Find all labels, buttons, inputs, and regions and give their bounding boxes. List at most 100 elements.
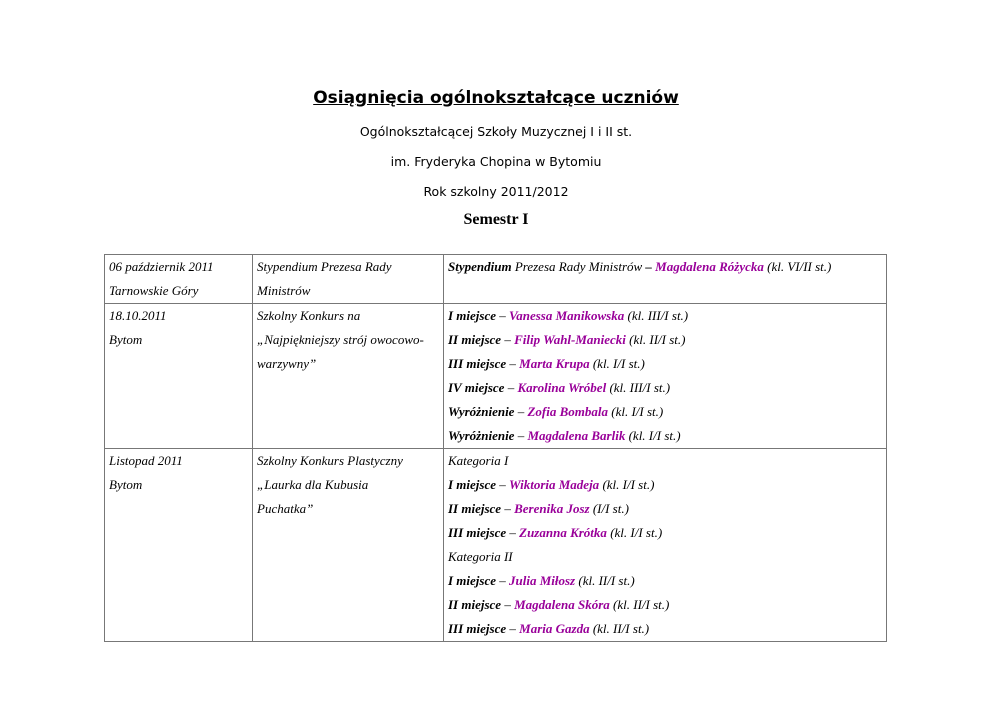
date-place-cell: Listopad 2011 Bytom — [104, 448, 253, 642]
result-text: – — [506, 525, 520, 540]
student-name: Zofia Bombala — [527, 404, 608, 419]
cell-line: Bytom — [109, 332, 143, 347]
result-text: (kl. I/I st.) — [608, 404, 664, 419]
result-text: (kl. II/I st.) — [589, 621, 650, 636]
cell-line: Listopad 2011 — [109, 453, 183, 468]
result-text: (kl. III/I st.) — [606, 380, 671, 395]
result-line: III miejsce – Maria Gazda (kl. II/I st.) — [448, 617, 882, 641]
result-text: Kategoria I — [448, 453, 509, 468]
place-label: Stypendium — [448, 259, 512, 274]
cell-line: Szkolny Konkurs Plastyczny — [257, 453, 403, 468]
result-text: – — [506, 621, 520, 636]
place-label: I miejsce — [448, 573, 497, 588]
result-text: (kl. II/I st.) — [625, 332, 686, 347]
cell-line: 18.10.2011 — [109, 308, 167, 323]
cell-line: Puchatka” — [257, 501, 314, 516]
place-label: III miejsce — [448, 525, 507, 540]
result-text: – — [514, 428, 528, 443]
result-text: (kl. I/I st.) — [599, 477, 655, 492]
student-name: Maria Gazda — [519, 621, 590, 636]
place-label: I miejsce — [448, 308, 497, 323]
student-name: Magdalena Różycka — [655, 259, 764, 274]
result-line: I miejsce – Vanessa Manikowska (kl. III/… — [448, 304, 882, 328]
result-line: IV miejsce – Karolina Wróbel (kl. III/I … — [448, 376, 882, 400]
school-year: Rok szkolny 2011/2012 — [423, 184, 569, 199]
place-label: II miejsce — [448, 332, 502, 347]
cell-line: „Laurka dla Kubusia — [257, 477, 369, 492]
cell-line: 06 październik 2011 — [109, 259, 214, 274]
result-text: (kl. VI/II st.) — [763, 259, 832, 274]
table-row: 18.10.2011 Bytom Szkolny Konkurs na „Najpię… — [104, 303, 887, 449]
result-line: III miejsce – Zuzanna Krótka (kl. I/I st… — [448, 521, 882, 545]
cell-line: Szkolny Konkurs na — [257, 308, 361, 323]
cell-line: warzywny” — [257, 356, 317, 371]
competition-cell: Szkolny Konkurs na „Najpiękniejszy strój … — [252, 303, 444, 449]
result-text: – — [514, 404, 528, 419]
result-text: – — [496, 573, 510, 588]
school-name: Ogólnokształcącej Szkoły Muzycznej I i I… — [359, 124, 633, 139]
result-line: Stypendium Prezesa Rady Ministrów – Magd… — [448, 255, 882, 279]
result-text: Kategoria II — [448, 549, 513, 564]
result-text: Prezesa Rady Ministrów — [511, 259, 646, 274]
cell-line: Stypendium Prezesa Rady — [257, 259, 392, 274]
result-text: – — [496, 477, 510, 492]
student-name: Marta Krupa — [519, 356, 590, 371]
cell-line: Bytom — [109, 477, 143, 492]
result-text: – — [501, 597, 515, 612]
result-text: (kl. III/I st.) — [624, 308, 689, 323]
result-line: III miejsce – Marta Krupa (kl. I/I st.) — [448, 352, 882, 376]
cell-line: Tarnowskie Góry — [109, 283, 199, 298]
results-cell: Kategoria I I miejsce – Wiktoria Madeja (… — [443, 448, 887, 642]
result-line: I miejsce – Julia Miłosz (kl. II/I st.) — [448, 569, 882, 593]
result-line: I miejsce – Wiktoria Madeja (kl. I/I st.… — [448, 473, 882, 497]
result-text: – — [504, 380, 518, 395]
semester-heading: Semestr I — [463, 211, 529, 228]
result-line: Kategoria I — [448, 449, 882, 473]
result-text: – — [506, 356, 520, 371]
result-text: – — [496, 308, 510, 323]
result-line: II miejsce – Filip Wahl-Maniecki (kl. II… — [448, 328, 882, 352]
competition-cell: Stypendium Prezesa Rady Ministrów — [252, 254, 444, 304]
result-text: – — [501, 332, 515, 347]
cell-line: Ministrów — [257, 283, 311, 298]
result-text: – — [501, 501, 515, 516]
result-line: II miejsce – Berenika Josz (I/I st.) — [448, 497, 882, 521]
result-text: (kl. II/I st.) — [575, 573, 635, 588]
achievements-table: 06 październik 2011 Tarnowskie Góry Stypen… — [104, 254, 887, 642]
place-label: III miejsce — [448, 356, 507, 371]
student-name: Karolina Wróbel — [517, 380, 607, 395]
result-text: (kl. I/I st.) — [606, 525, 663, 540]
place-label: Wyróżnienie — [448, 428, 515, 443]
results-cell: I miejsce – Vanessa Manikowska (kl. III/… — [443, 303, 887, 449]
place-label: Wyróżnienie — [448, 404, 515, 419]
result-text: (I/I st.) — [589, 501, 629, 516]
table-row: Listopad 2011 Bytom Szkolny Konkurs Plasty… — [104, 448, 887, 642]
student-name: Vanessa Manikowska — [509, 308, 625, 323]
student-name: Berenika Josz — [514, 501, 590, 516]
student-name: Magdalena Barlik — [527, 428, 626, 443]
date-place-cell: 18.10.2011 Bytom — [104, 303, 253, 449]
cell-line: „Najpiękniejszy strój owocowo- — [257, 332, 424, 347]
place-label: IV miejsce — [448, 380, 505, 395]
result-text: (kl. I/I st.) — [625, 428, 681, 443]
date-place-cell: 06 październik 2011 Tarnowskie Góry — [104, 254, 253, 304]
student-name: Magdalena Skóra — [514, 597, 610, 612]
result-text: (kl. I/I st.) — [589, 356, 645, 371]
place-label: III miejsce — [448, 621, 507, 636]
result-line: II miejsce – Magdalena Skóra (kl. II/I s… — [448, 593, 882, 617]
result-line: Kategoria II — [448, 545, 882, 569]
result-text: (kl. II/I st.) — [609, 597, 670, 612]
student-name: Filip Wahl-Maniecki — [514, 332, 626, 347]
student-name: Julia Miłosz — [509, 573, 576, 588]
result-line: Wyróżnienie – Zofia Bombala (kl. I/I st.… — [448, 400, 882, 424]
student-name: Wiktoria Madeja — [509, 477, 600, 492]
results-cell: Stypendium Prezesa Rady Ministrów – Magd… — [443, 254, 887, 304]
place-label: I miejsce — [448, 477, 497, 492]
place-label: II miejsce — [448, 597, 502, 612]
school-patron: im. Fryderyka Chopina w Bytomiu — [390, 154, 602, 169]
place-label: – — [645, 259, 656, 274]
result-line: Wyróżnienie – Magdalena Barlik (kl. I/I … — [448, 424, 882, 448]
table-row: 06 październik 2011 Tarnowskie Góry Stypen… — [104, 254, 887, 304]
page-title: Osiągnięcia ogólnokształcące uczniów — [313, 88, 679, 108]
